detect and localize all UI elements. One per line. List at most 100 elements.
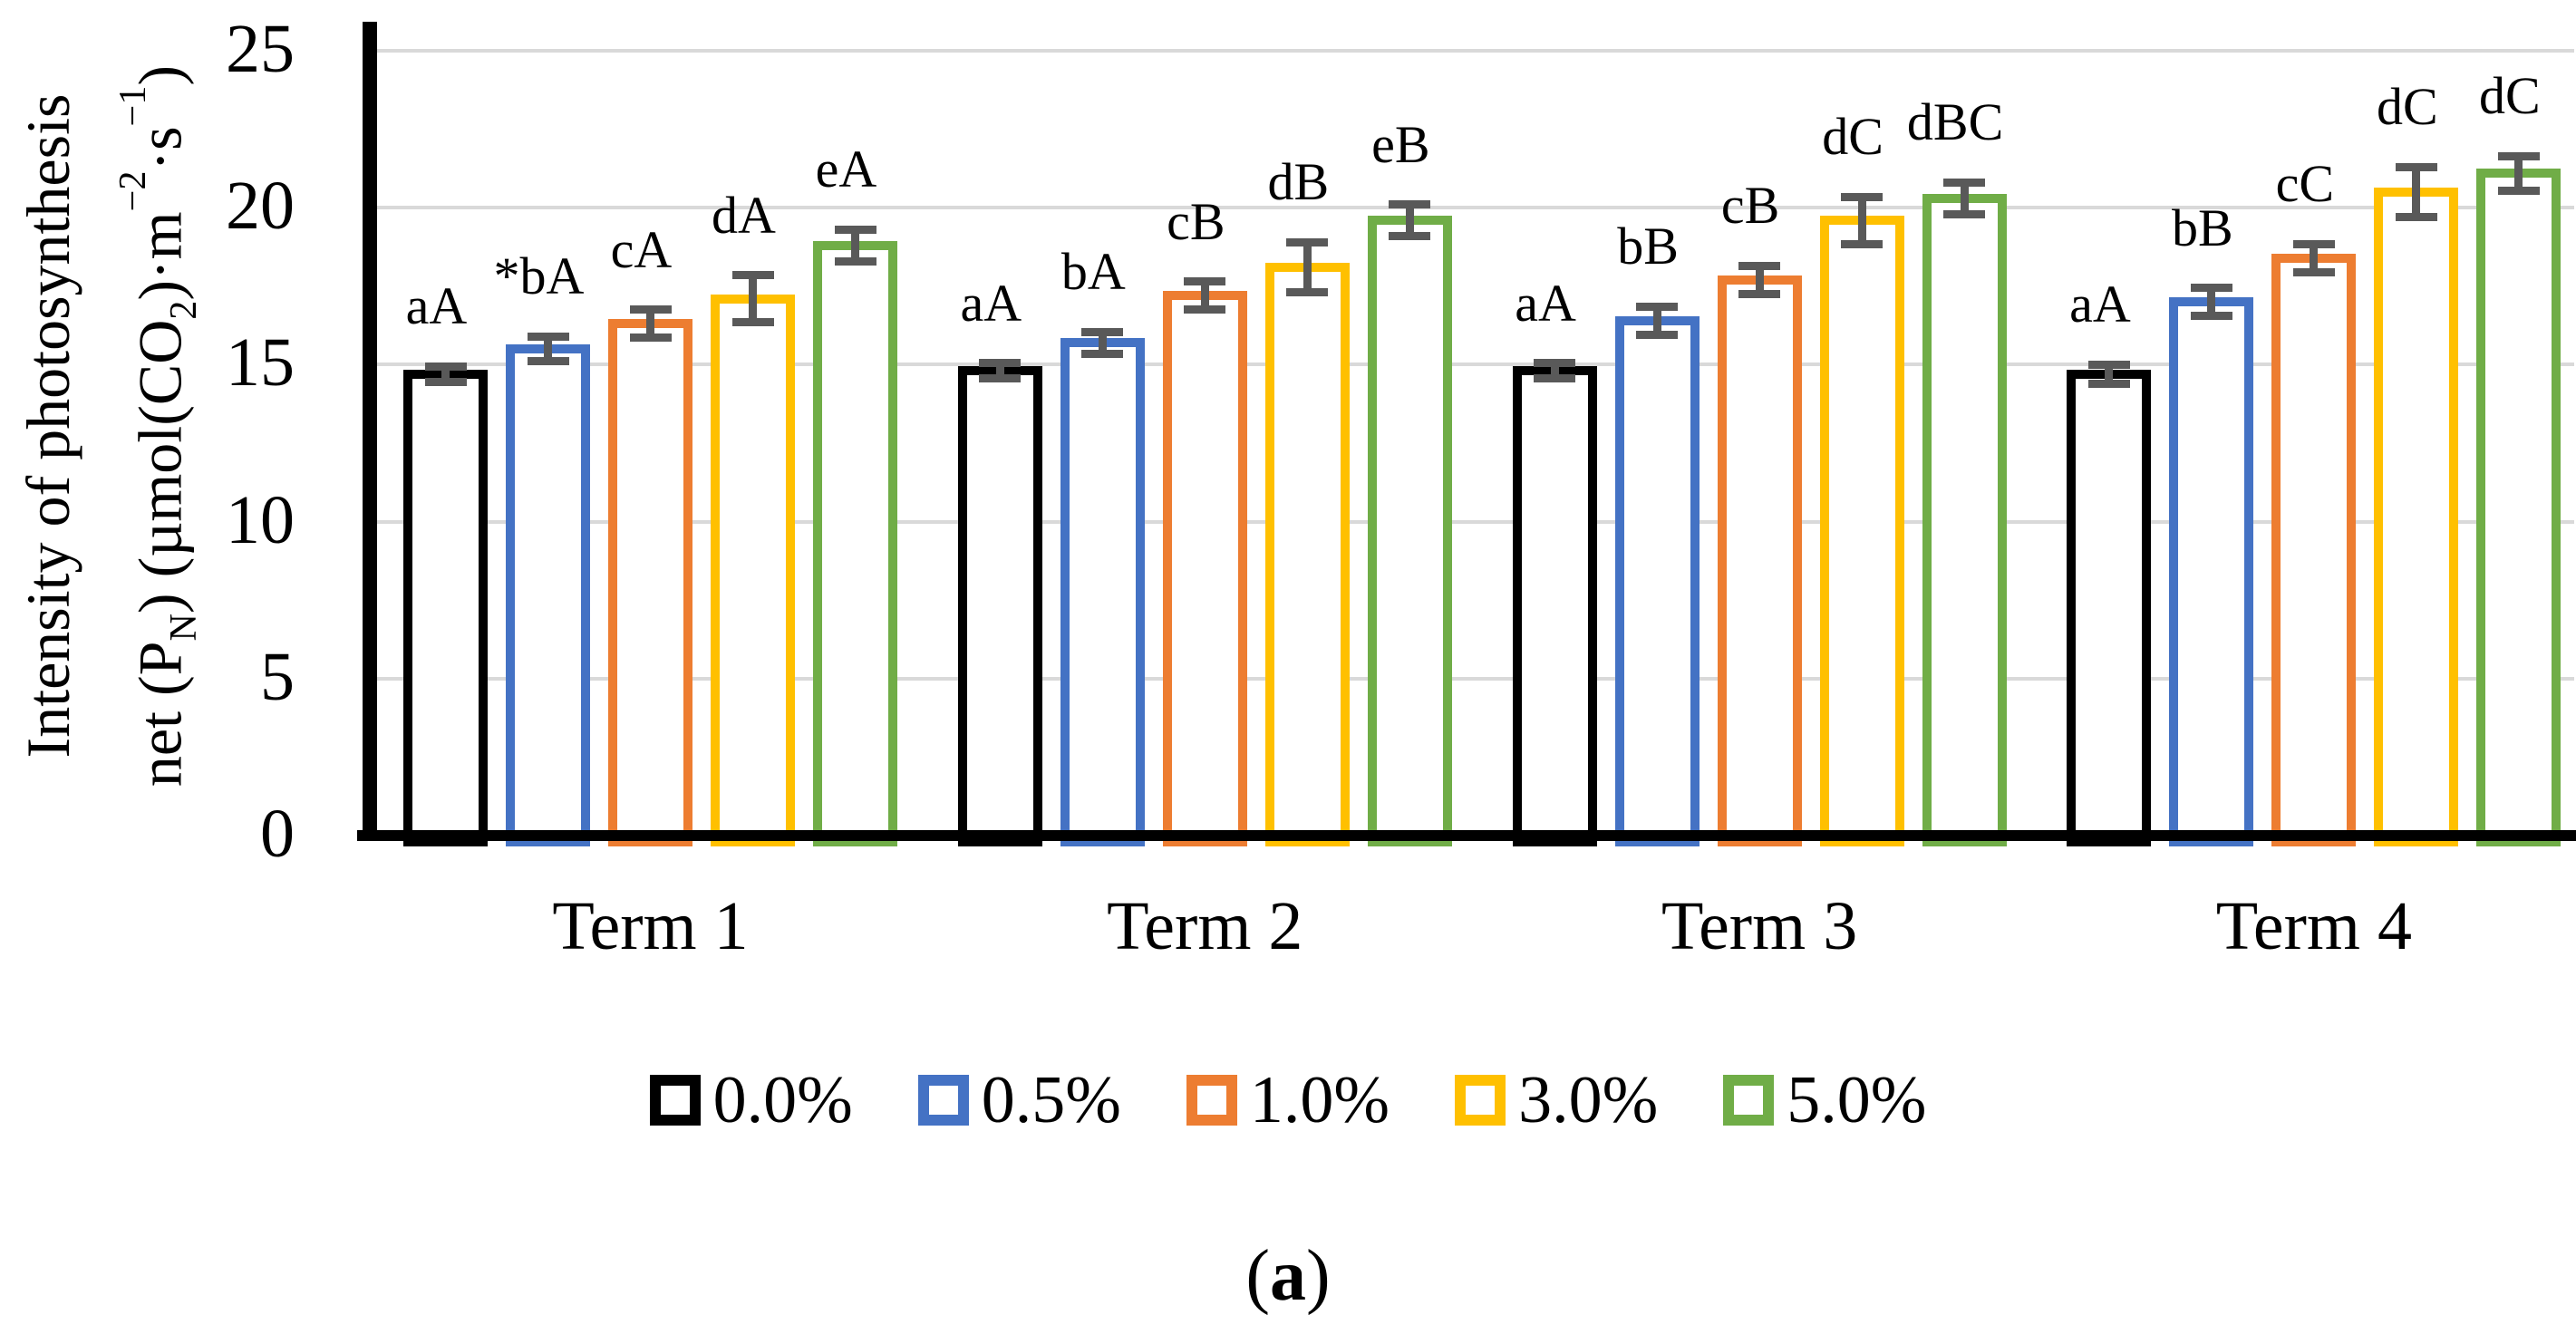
- stat-label-term2-3.0%: dB: [1267, 152, 1330, 212]
- error-bar-cap-bottom: [834, 256, 876, 266]
- error-bar-stem: [2310, 239, 2319, 276]
- bar-term3-0.0%: [1512, 366, 1597, 846]
- error-bar-cap-top: [629, 305, 672, 314]
- stat-label-term3-5.0%: dBC: [1906, 92, 2004, 152]
- error-bar-cap-top: [1841, 192, 1884, 201]
- error-bar-cap-bottom: [424, 377, 467, 386]
- error-bar-cap-bottom: [731, 318, 774, 327]
- bar-term4-0.0%: [2067, 369, 2152, 846]
- x-category-label-3: Term 3: [1661, 888, 1858, 964]
- error-bar-cap-top: [1943, 178, 1986, 187]
- y-tick-label-20: 20: [226, 168, 295, 245]
- error-bar-cap-bottom: [1841, 239, 1884, 248]
- legend-swatch-icon: [1455, 1075, 1506, 1126]
- legend-swatch-icon: [1186, 1075, 1237, 1126]
- bar-term2-0.0%: [957, 366, 1042, 846]
- y-axis-title-line1: Intensity of photosynthesis: [13, 93, 82, 759]
- legend-swatch-icon: [649, 1075, 701, 1126]
- error-bar-cap-top: [527, 332, 569, 341]
- bar-term3-5.0%: [1922, 193, 2007, 846]
- gridline-y-15: [363, 362, 2574, 367]
- caption-letter: a: [1270, 1236, 1306, 1316]
- error-bar-term4-5.0%: [2497, 151, 2540, 195]
- error-bar-cap-top: [1738, 261, 1781, 270]
- bar-term1-1.0%: [608, 319, 692, 846]
- legend-swatch-icon: [917, 1075, 969, 1126]
- error-bar-cap-bottom: [1738, 289, 1781, 298]
- stat-label-term1-3.0%: dA: [712, 185, 776, 245]
- error-bar-stem: [1755, 261, 1764, 298]
- error-bar-cap-bottom: [1081, 349, 1124, 358]
- y-axis-line: [363, 22, 377, 841]
- error-bar-term3-3.0%: [1841, 192, 1884, 248]
- gridline-y-25: [363, 49, 2574, 53]
- legend-item-1.0%: 1.0%: [1186, 1067, 1390, 1134]
- bar-term4-0.5%: [2169, 297, 2254, 846]
- legend-item-0.0%: 0.0%: [649, 1067, 853, 1134]
- bar-term4-3.0%: [2374, 187, 2459, 846]
- error-bar-stem: [851, 225, 859, 266]
- error-bar-cap-bottom: [1943, 209, 1986, 218]
- error-bar-term2-0.0%: [979, 359, 1022, 383]
- error-bar-stem: [2207, 284, 2216, 321]
- error-bar-cap-top: [1534, 359, 1576, 368]
- error-bar-stem: [2105, 360, 2114, 388]
- gridline-y-10: [363, 519, 2574, 524]
- error-bar-stem: [1652, 302, 1661, 339]
- x-category-label-1: Term 1: [552, 888, 749, 964]
- bar-term1-5.0%: [813, 240, 897, 846]
- error-bar-cap-top: [1184, 277, 1226, 286]
- error-bar-stem: [1857, 192, 1866, 248]
- legend-label: 5.0%: [1787, 1063, 1927, 1137]
- error-bar-stem: [1960, 178, 1969, 218]
- error-bar-cap-top: [834, 225, 876, 234]
- error-bar-cap-top: [1286, 237, 1329, 246]
- stat-label-term2-0.5%: bA: [1060, 242, 1126, 302]
- bar-term3-3.0%: [1819, 216, 1904, 846]
- y-axis-title-part-6: ·s: [125, 126, 195, 171]
- error-bar-stem: [2514, 151, 2523, 195]
- x-category-label-4: Term 4: [2215, 888, 2413, 964]
- error-bar-cap-top: [979, 359, 1022, 368]
- error-bar-stem: [1303, 237, 1312, 297]
- stat-label-term1-1.0%: cA: [610, 219, 673, 279]
- error-bar-term2-3.0%: [1286, 237, 1329, 297]
- caption-open-paren: (: [1245, 1236, 1270, 1316]
- bar-term1-0.5%: [506, 344, 590, 846]
- error-bar-term4-0.5%: [2190, 284, 2232, 321]
- error-bar-term4-3.0%: [2395, 162, 2437, 222]
- error-bar-stem: [1405, 200, 1414, 240]
- bar-term2-1.0%: [1162, 291, 1247, 846]
- error-bar-term1-0.5%: [527, 332, 569, 366]
- stat-label-term4-0.0%: aA: [2069, 275, 2131, 334]
- error-bar-cap-bottom: [1534, 374, 1576, 383]
- bar-term4-5.0%: [2476, 169, 2561, 846]
- error-bar-stem: [646, 305, 654, 343]
- error-bar-stem: [995, 359, 1004, 383]
- error-bar-cap-bottom: [2087, 379, 2130, 388]
- y-axis-title-part-3: 2: [162, 300, 206, 320]
- error-bar-term3-0.5%: [1636, 302, 1679, 339]
- stat-label-term2-0.0%: aA: [960, 273, 1022, 333]
- error-bar-stem: [749, 271, 757, 327]
- bar-term2-5.0%: [1367, 216, 1452, 846]
- error-bar-cap-top: [2497, 151, 2540, 160]
- gridline-y-20: [363, 206, 2574, 210]
- error-bar-cap-bottom: [2497, 186, 2540, 195]
- bar-term3-1.0%: [1717, 275, 1802, 846]
- error-bar-cap-bottom: [1184, 305, 1226, 314]
- bar-term2-3.0%: [1264, 263, 1350, 846]
- y-tick-label-25: 25: [226, 11, 295, 87]
- legend-swatch-icon: [1723, 1075, 1775, 1126]
- y-tick-label-0: 0: [260, 796, 295, 872]
- error-bar-term1-5.0%: [834, 225, 876, 266]
- stat-label-term3-1.0%: cB: [1720, 176, 1780, 236]
- y-axis-title: Intensity of photosynthesis net (PN) (µm…: [5, 0, 227, 870]
- error-bar-cap-top: [1081, 327, 1124, 336]
- caption-close-paren: ): [1306, 1236, 1331, 1316]
- error-bar-cap-bottom: [2395, 213, 2437, 222]
- legend-item-3.0%: 3.0%: [1455, 1067, 1658, 1134]
- bar-term2-0.5%: [1060, 338, 1145, 846]
- bar-term1-3.0%: [711, 294, 795, 846]
